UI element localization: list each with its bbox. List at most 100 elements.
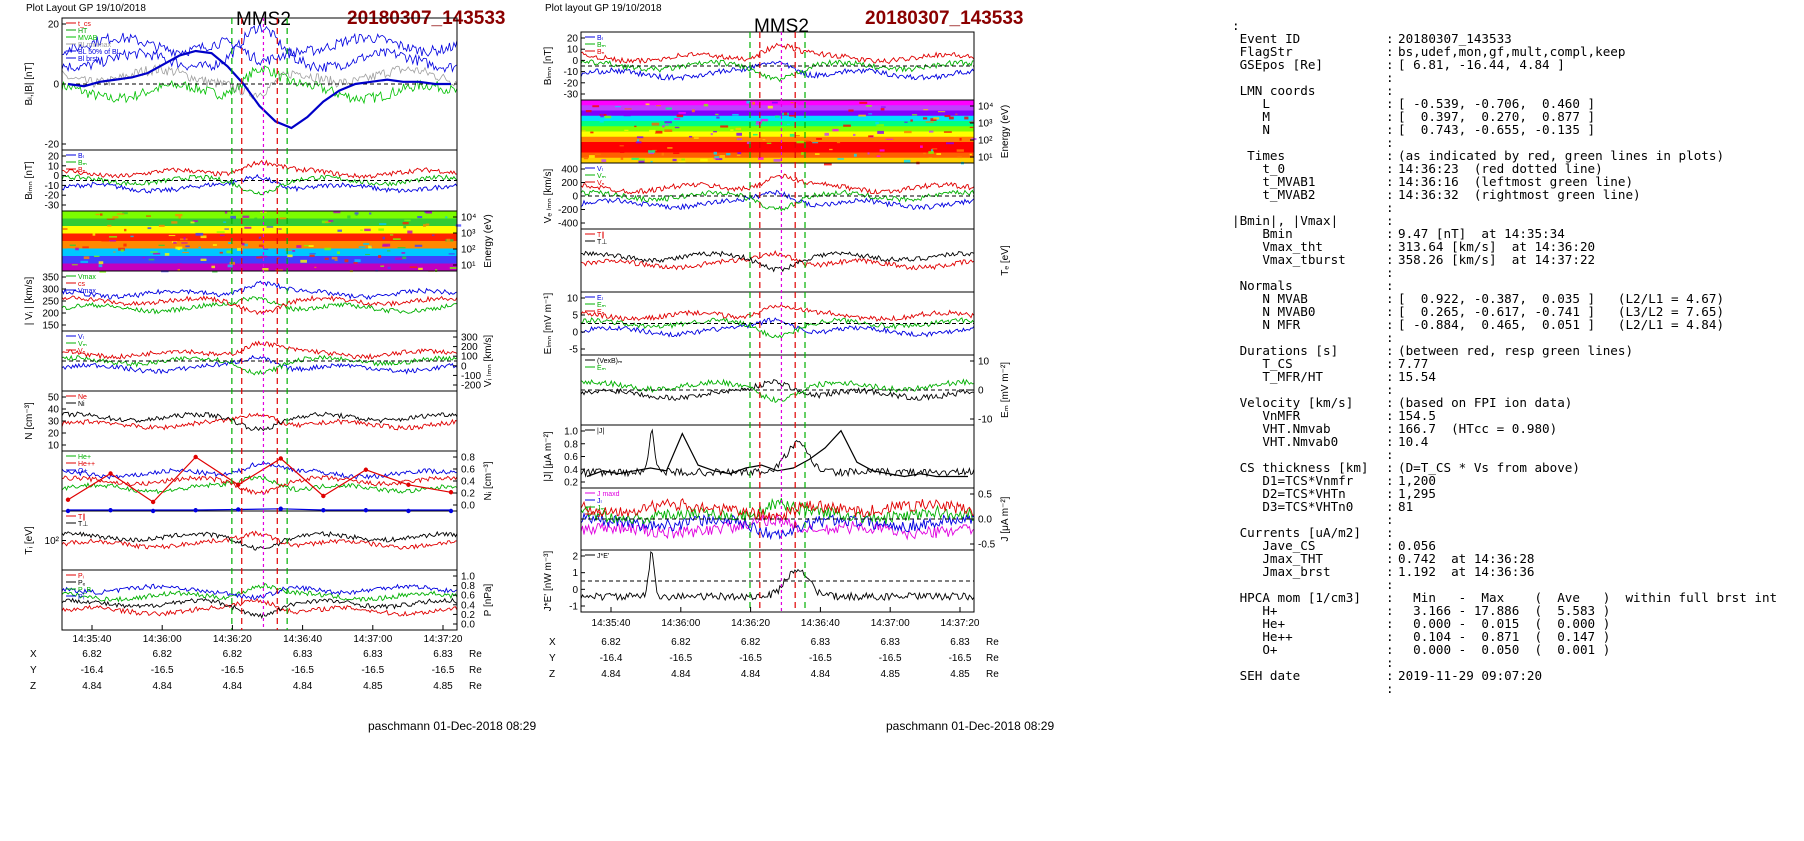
spectrogram-speckle: [876, 124, 885, 127]
y-tick-label: -200: [461, 381, 481, 392]
spectrogram-speckle: [212, 244, 217, 246]
table-row-label: Vmax_tburst: [1232, 252, 1346, 267]
spectrogram-speckle: [824, 132, 829, 136]
spectrogram-speckle: [106, 218, 115, 220]
ephemeris-unit: Re: [469, 665, 482, 676]
table-row: :: [1232, 512, 1398, 527]
spectrogram-speckle: [336, 251, 341, 255]
table-row-label: Durations [s]: [1232, 343, 1339, 358]
spectrogram-speckle: [814, 153, 820, 155]
spectrogram-speckle: [309, 254, 315, 257]
spectrogram-speckle: [224, 211, 228, 214]
table-row-separator: :: [1386, 343, 1394, 358]
spectrogram-speckle: [175, 246, 183, 250]
legend-entry: Vₗ: [78, 334, 84, 341]
y-tick-label: -100: [461, 371, 481, 382]
ephemeris-value: 4.84: [671, 669, 691, 680]
legend-entry: Eₘ: [597, 365, 606, 372]
spectrogram-speckle: [678, 111, 686, 114]
ephemeris-value: 6.82: [741, 637, 761, 648]
table-row: Vmax_tburst:358.26 [km/s] at 14:37:22: [1232, 252, 1595, 267]
table-row: :: [1232, 265, 1398, 280]
data-point: [406, 508, 411, 514]
spectrogram-speckle: [602, 149, 608, 151]
trace-jlmn: [580, 497, 975, 525]
spectrogram-speckle: [262, 267, 269, 271]
data-point: [193, 454, 198, 460]
panel-frame: [61, 569, 458, 631]
spectrogram-speckle: [209, 223, 216, 226]
spectrogram-speckle: [638, 158, 645, 161]
table-row: N MFR: [ -0.884, 0.465, 0.051 ] (L2/L1 = …: [1232, 317, 1724, 332]
y-tick-label: 1.0: [461, 572, 475, 583]
spectrogram-speckle: [764, 132, 772, 135]
table-row-value: (D=T_CS * Vs from above): [1398, 460, 1580, 475]
spectrogram-speckle: [756, 121, 763, 124]
ephemeris-unit: Re: [469, 681, 482, 692]
spectrogram-speckle: [638, 160, 645, 164]
panel-te: Tₑ [eV] T∥T⊥: [580, 228, 1011, 293]
y-tick-label: 10: [567, 45, 579, 56]
spectrogram-speckle: [130, 235, 134, 238]
spectrogram-speckle: [736, 154, 741, 156]
spectrogram-speckle: [664, 129, 673, 132]
spectrogram-speckle: [431, 234, 435, 236]
spectrogram-speckle: [678, 161, 686, 163]
legend-entry: MVAB: [78, 35, 98, 42]
table-row-value: [ 0.397, 0.270, 0.877 ]: [1398, 109, 1596, 124]
spectrogram-speckle: [425, 211, 433, 214]
spectrogram-speckle: [71, 264, 78, 266]
spectrogram-speckle: [590, 131, 594, 134]
spectrogram-band: [62, 211, 457, 219]
right-event-title: 20180307_143533: [865, 8, 1024, 29]
legend-entry: HT: [78, 28, 88, 35]
ephemeris-value: 4.84: [82, 681, 102, 692]
spectrogram-speckle: [880, 108, 885, 111]
trace-jlmn: [580, 511, 975, 541]
spectrogram-speckle: [674, 118, 681, 120]
spectrogram-speckle: [662, 125, 665, 128]
spectrogram-speckle: [153, 252, 161, 255]
table-row-separator: :: [1386, 460, 1394, 475]
y-tick-label: 10³: [461, 229, 476, 240]
y-tick-label: 40: [48, 405, 60, 416]
spectrogram-speckle: [859, 101, 868, 104]
table-row: D3=TCS*VHTn0:81: [1232, 499, 1413, 514]
table-row-value: (as indicated by red, green lines in plo…: [1398, 148, 1725, 163]
table-row-separator: :: [1386, 161, 1394, 176]
spectrogram-speckle: [676, 114, 684, 118]
y-tick-label: 0: [572, 328, 578, 339]
trace-bl: [61, 23, 458, 74]
spectrogram-speckle: [946, 123, 951, 126]
y-tick-label: 30: [48, 417, 60, 428]
spectrogram-speckle: [876, 155, 881, 157]
table-row-value: 166.7 (HTcc = 0.980): [1398, 421, 1558, 436]
trace-p: [61, 597, 458, 619]
spectrogram-speckle: [667, 147, 673, 149]
spectrogram-speckle: [910, 119, 913, 122]
spectrogram-speckle: [211, 265, 216, 269]
y-tick-label: 0.0: [978, 515, 992, 526]
spectrogram-speckle: [623, 113, 631, 117]
x-tick-label: 14:37:20: [424, 634, 463, 645]
spectrogram-speckle: [397, 247, 406, 249]
legend-entry: Ne: [78, 394, 87, 401]
spectrogram-speckle: [821, 149, 829, 152]
spectrogram-speckle: [818, 143, 822, 146]
ephemeris-unit: Re: [469, 649, 482, 660]
spectrogram-speckle: [955, 113, 958, 115]
spectrogram-speckle: [109, 239, 117, 242]
table-row-label: H+: [1232, 603, 1278, 618]
spectrogram-speckle: [620, 104, 629, 108]
spectrogram-speckle: [796, 141, 804, 144]
ephemeris-label: Z: [30, 681, 36, 692]
y-axis-label: Tᵢ [eV]: [24, 526, 35, 554]
y-axis-label: Bₗₘₙ [nT]: [24, 161, 35, 200]
spectrogram-band: [581, 121, 974, 127]
spectrogram-speckle: [607, 102, 612, 105]
spectrogram-speckle: [116, 213, 125, 215]
table-row-value: 2019-11-29 09:07:20: [1398, 668, 1543, 683]
spectrogram-speckle: [142, 256, 146, 259]
spectrogram-speckle: [943, 131, 952, 133]
spectrogram-speckle: [98, 264, 103, 268]
